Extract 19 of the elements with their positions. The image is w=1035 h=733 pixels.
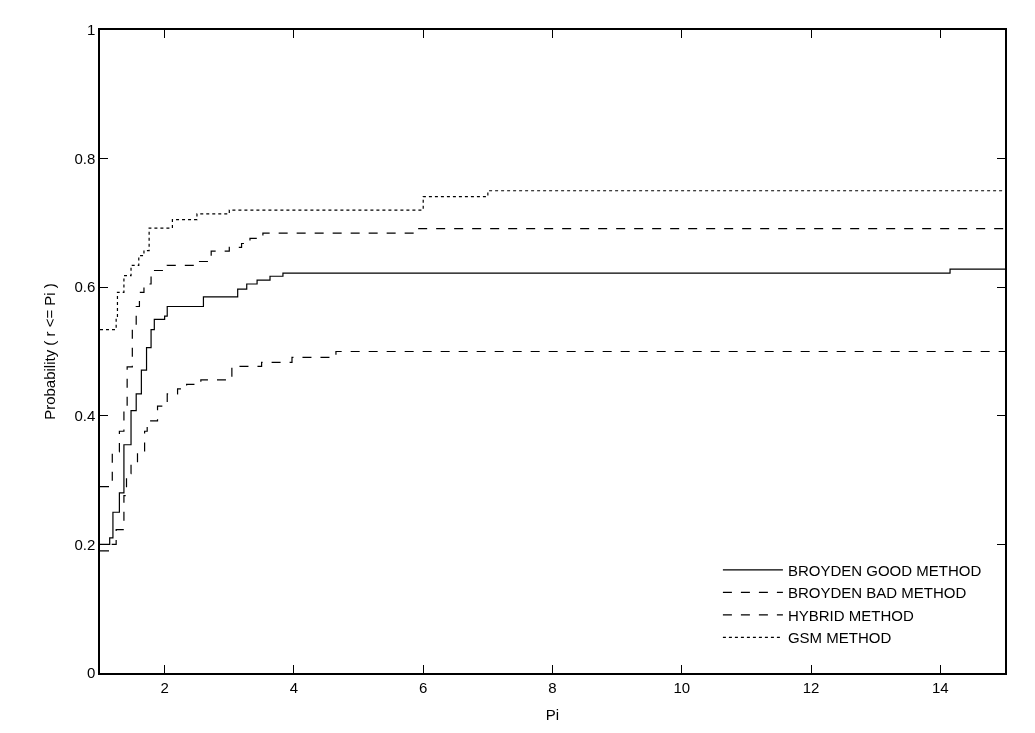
x-tick-label: 4 — [289, 678, 299, 696]
x-tick-label: 8 — [548, 678, 557, 696]
legend-label: HYBRID METHOD — [787, 606, 914, 624]
x-axis-title: Pi — [545, 706, 560, 724]
y-tick-label: 0 — [86, 664, 96, 682]
y-tick-label: 0.8 — [74, 149, 96, 167]
legend-label: BROYDEN BAD METHOD — [787, 584, 967, 602]
y-tick-label: 0.6 — [74, 278, 96, 296]
x-tick-label: 14 — [932, 678, 949, 696]
y-tick-label: 0.2 — [74, 535, 96, 553]
x-tick-label: 10 — [673, 678, 691, 696]
y-axis-title: Probability ( r <= Pi ) — [41, 283, 59, 420]
x-tick-label: 2 — [160, 678, 169, 696]
x-tick-label: 6 — [419, 678, 428, 696]
legend-label: BROYDEN GOOD METHOD — [787, 561, 982, 579]
x-tick-label: 12 — [802, 678, 820, 696]
y-tick-label: 1 — [86, 21, 96, 39]
legend-label: GSM METHOD — [787, 629, 892, 647]
y-tick-label: 0.4 — [74, 407, 96, 425]
